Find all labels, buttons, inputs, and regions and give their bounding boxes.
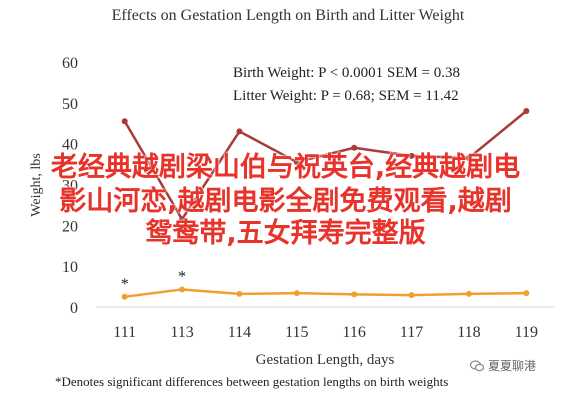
data-point <box>351 291 358 298</box>
overlay-text-line-2: 影山河恋,越剧电影全剧免费观看,越剧 <box>59 186 512 217</box>
data-point <box>465 154 472 161</box>
x-axis: 111 113 114 115 116 117 118 119 <box>113 324 538 341</box>
annotation-birth-weight: Birth Weight: P < 0.0001 SEM = 0.38 <box>233 65 460 81</box>
y-tick-label: 40 <box>62 137 78 154</box>
overlay-text-line-3: 鸳鸯带,五女拜寿完整版 <box>145 218 426 249</box>
data-point <box>465 290 472 297</box>
watermark-text: 夏夏聊港 <box>488 359 537 373</box>
y-tick-label: 50 <box>62 96 78 113</box>
footnote: *Denotes significant differences between… <box>55 374 448 389</box>
chart-title: Effects on Gestation Length on Birth and… <box>112 7 465 24</box>
data-point <box>236 128 243 135</box>
data-point <box>121 118 128 125</box>
y-tick-label: 20 <box>62 218 78 235</box>
series-line-litter-weight <box>123 110 528 221</box>
y-tick-label: 30 <box>62 178 78 195</box>
significance-marker: * <box>121 276 129 293</box>
x-axis-label: Gestation Length, days <box>256 352 395 368</box>
watermark: 夏夏聊港 <box>470 357 536 374</box>
x-tick-label: 115 <box>285 324 308 341</box>
significance-marker: * <box>178 268 186 285</box>
data-point <box>351 144 358 151</box>
series-layer <box>121 108 530 300</box>
x-tick-label: 117 <box>400 324 423 341</box>
data-point <box>179 216 186 223</box>
series-line-birth-weight <box>124 288 527 299</box>
x-tick-label: 118 <box>457 324 480 341</box>
data-point <box>121 293 128 300</box>
overlay-text-line-1: 老经典越剧梁山伯与祝英台,经典越剧电 <box>50 152 521 183</box>
data-point <box>523 290 530 297</box>
data-point <box>236 290 243 297</box>
data-point <box>408 292 415 299</box>
y-tick-label: 60 <box>62 55 78 72</box>
data-point <box>293 290 300 297</box>
data-point <box>523 108 530 114</box>
x-tick-label: 119 <box>515 324 538 341</box>
wechat-icon <box>470 359 484 371</box>
data-point <box>179 286 186 293</box>
data-point <box>408 152 415 159</box>
y-axis-label: Weight, lbs <box>29 153 44 216</box>
y-axis: 0 10 20 30 40 50 60 <box>62 55 78 317</box>
x-tick-label: 111 <box>113 324 136 341</box>
x-tick-label: 113 <box>170 324 193 341</box>
significance-markers: * * <box>121 268 186 292</box>
x-tick-label: 114 <box>228 324 251 341</box>
y-tick-label: 10 <box>62 259 78 276</box>
data-point <box>293 159 300 166</box>
annotation-litter-weight: Litter Weight: P = 0.68; SEM = 11.42 <box>233 88 459 104</box>
y-tick-label: 0 <box>70 300 78 317</box>
x-tick-label: 116 <box>342 324 365 341</box>
